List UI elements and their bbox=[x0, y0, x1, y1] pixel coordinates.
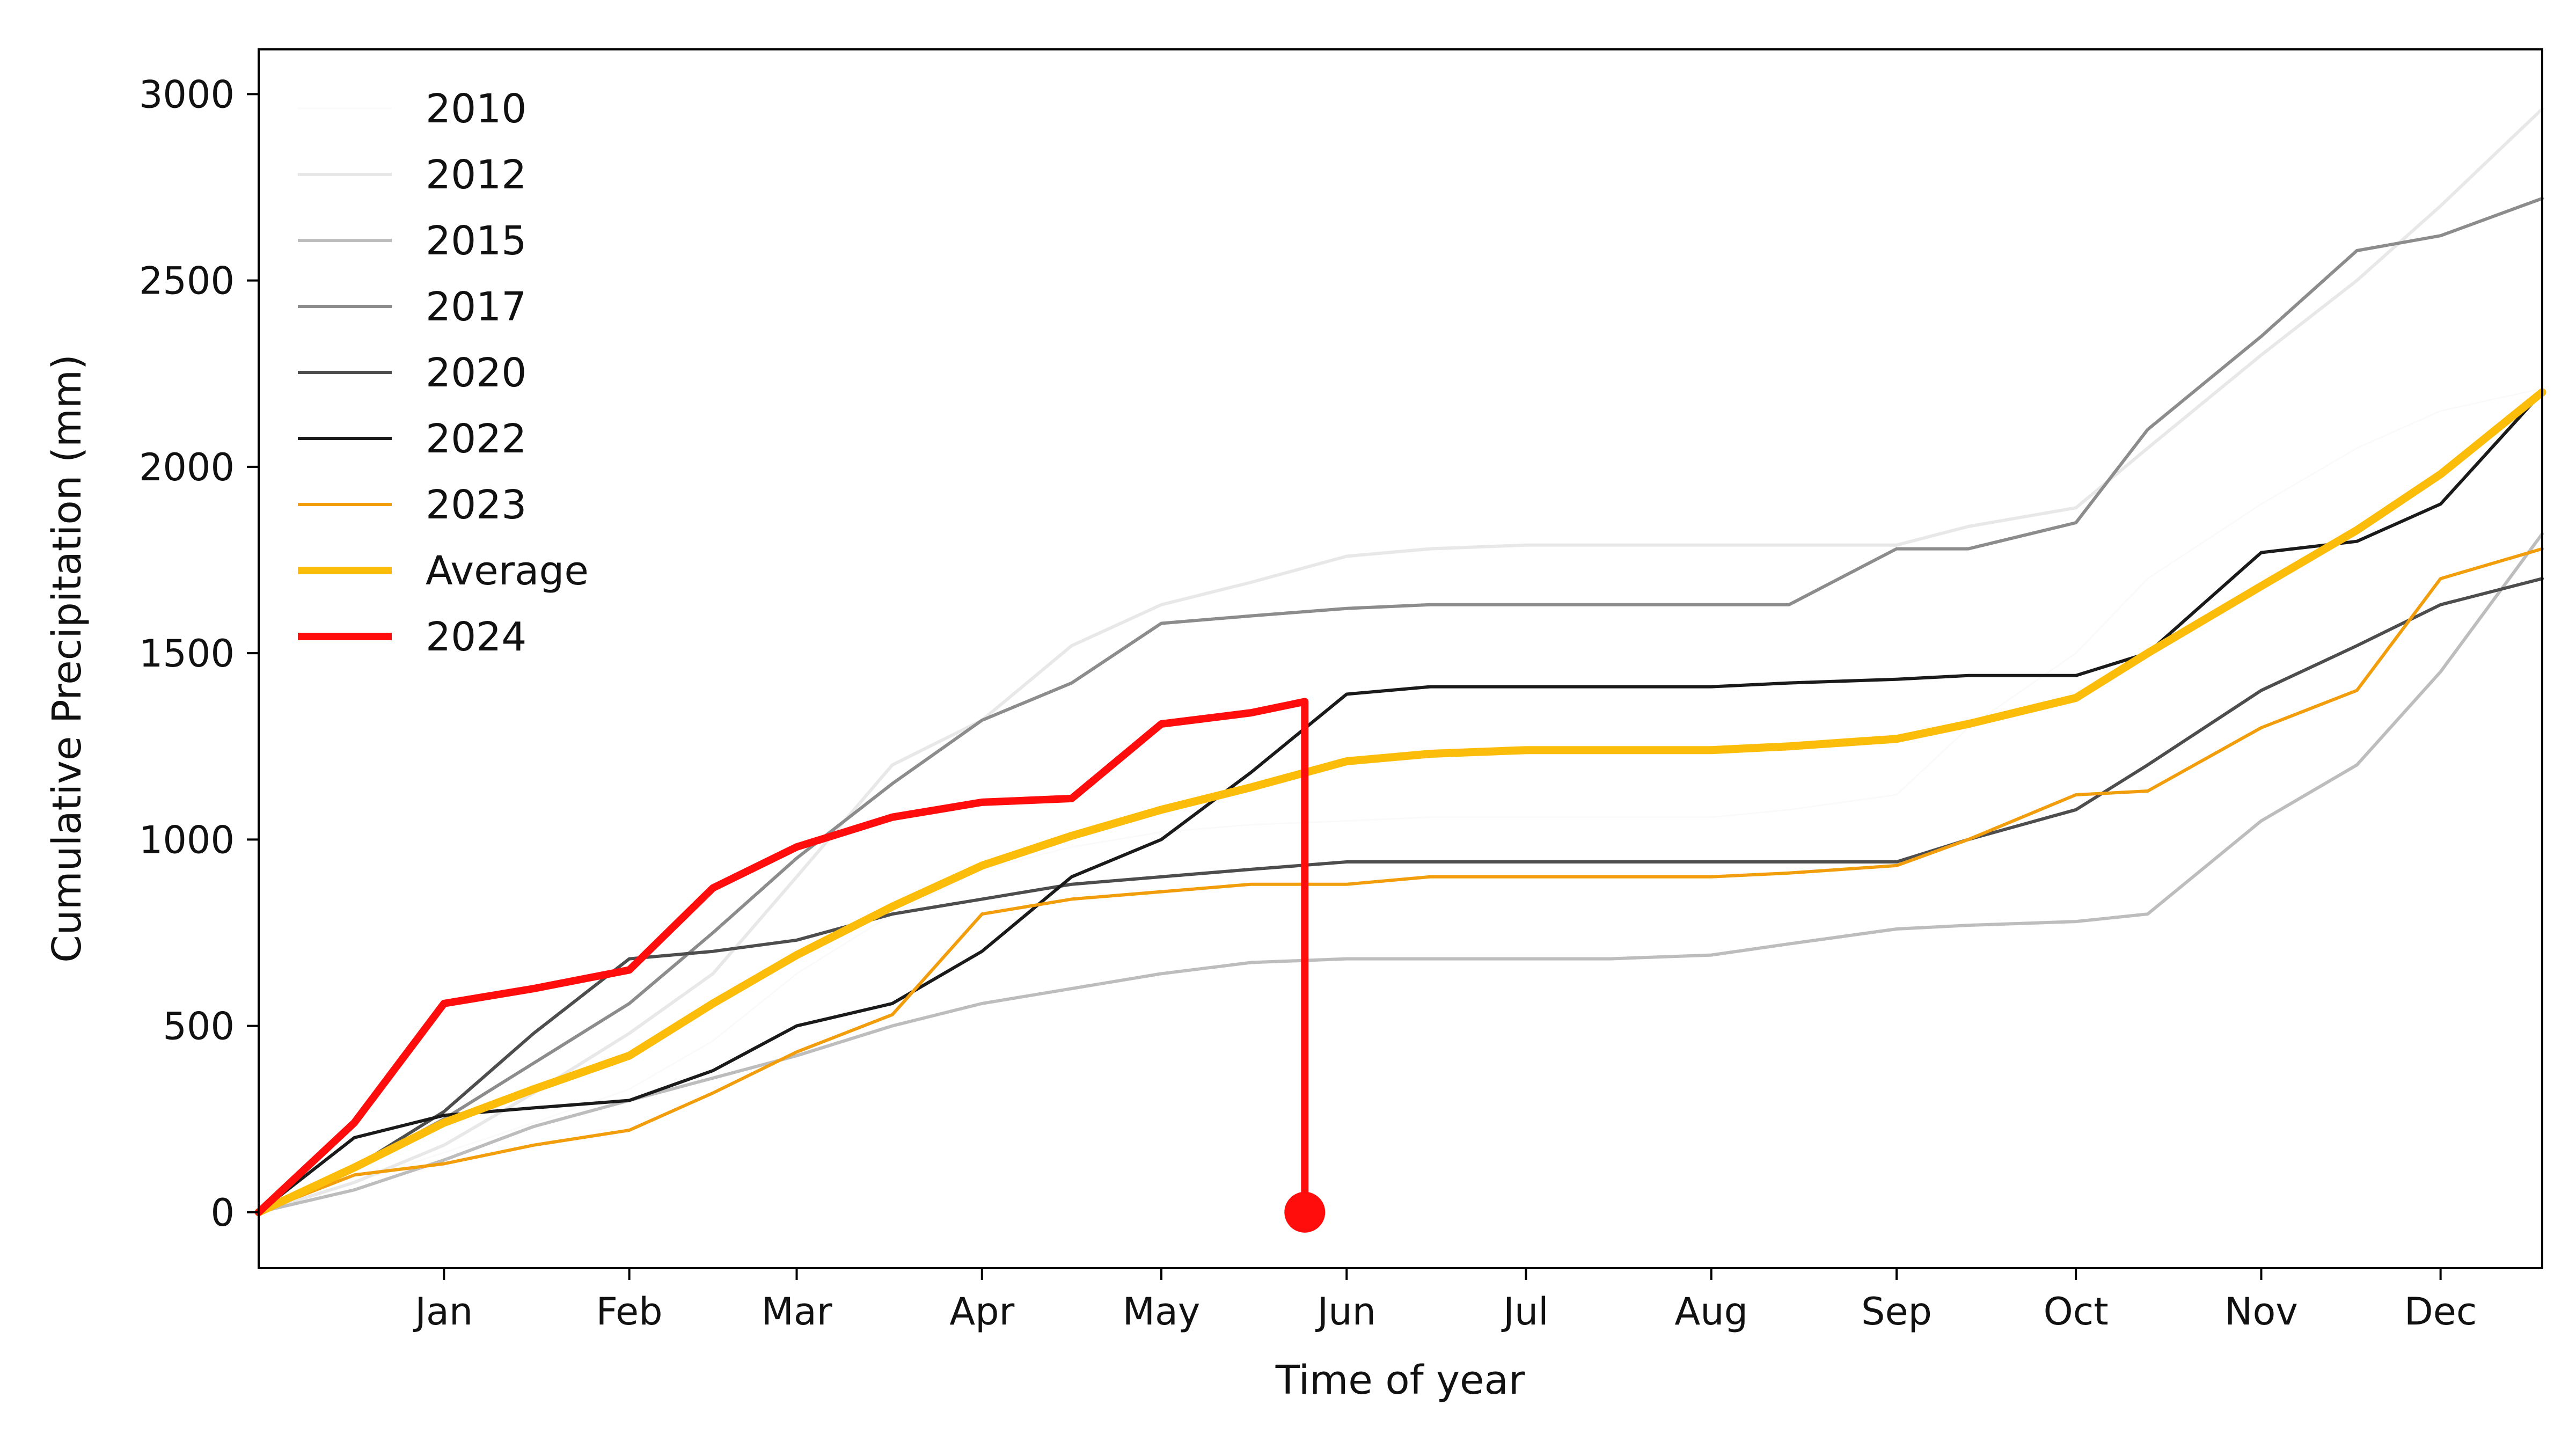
series-line-2012 bbox=[257, 107, 2544, 1214]
legend-label-2017: 2017 bbox=[426, 284, 526, 330]
y-tick-label: 1000 bbox=[139, 818, 235, 862]
x-tick-label: Sep bbox=[1861, 1290, 1932, 1334]
x-axis-label: Time of year bbox=[1275, 1357, 1525, 1403]
legend-label-average: Average bbox=[426, 548, 589, 594]
legend-label-2024: 2024 bbox=[426, 614, 526, 660]
series-line-average bbox=[254, 388, 2546, 1217]
legend-label-2020: 2020 bbox=[426, 350, 526, 396]
y-tick-label: 500 bbox=[163, 1005, 235, 1049]
y-tick-label: 3000 bbox=[139, 72, 235, 116]
x-tick-label: Nov bbox=[2224, 1290, 2298, 1334]
plot-area bbox=[259, 49, 2542, 1268]
y-axis-label: Cumulative Precipitation (mm) bbox=[44, 354, 90, 963]
x-tick-label: Dec bbox=[2404, 1290, 2477, 1334]
y-tick-label: 1500 bbox=[139, 632, 235, 676]
x-tick-label: Jul bbox=[1501, 1290, 1548, 1334]
series-line-2024 bbox=[255, 698, 1309, 1216]
series-layer bbox=[254, 107, 2546, 1217]
series-line-2023 bbox=[257, 547, 2544, 1214]
current-value-marker bbox=[1284, 1191, 1326, 1233]
x-tick-label: Mar bbox=[761, 1290, 832, 1334]
marker-layer bbox=[1284, 1191, 1326, 1233]
legend-label-2023: 2023 bbox=[426, 482, 526, 528]
legend: 2010 2012 2015 2017 2020 2022 2023 Average 2024 bbox=[298, 86, 589, 660]
series-line-2017 bbox=[257, 196, 2544, 1214]
x-tick-label: Jun bbox=[1315, 1290, 1376, 1334]
x-tick-label: Feb bbox=[596, 1290, 663, 1334]
x-tick-label: May bbox=[1123, 1290, 1201, 1334]
y-tick-label: 0 bbox=[210, 1191, 235, 1235]
x-tick-label: Aug bbox=[1674, 1290, 1748, 1334]
y-tick-label: 2500 bbox=[139, 259, 235, 303]
y-tick-label: 2000 bbox=[139, 445, 235, 489]
legend-label-2022: 2022 bbox=[426, 416, 526, 462]
series-line-2010 bbox=[258, 387, 2543, 1213]
y-axis-ticks: 0 500 1000 1500 2000 2500 3000 bbox=[139, 72, 259, 1235]
x-axis-ticks: Jan Feb Mar Apr May Jun Jul Aug Sep Oct Nov Dec bbox=[413, 1268, 2477, 1334]
x-tick-label: Apr bbox=[949, 1290, 1014, 1334]
x-tick-label: Jan bbox=[413, 1290, 473, 1334]
x-tick-label: Oct bbox=[2044, 1290, 2109, 1334]
plot-frame bbox=[258, 48, 2543, 1269]
legend-label-2010: 2010 bbox=[426, 86, 526, 132]
legend-label-2015: 2015 bbox=[426, 218, 526, 264]
legend-label-2012: 2012 bbox=[426, 152, 526, 198]
